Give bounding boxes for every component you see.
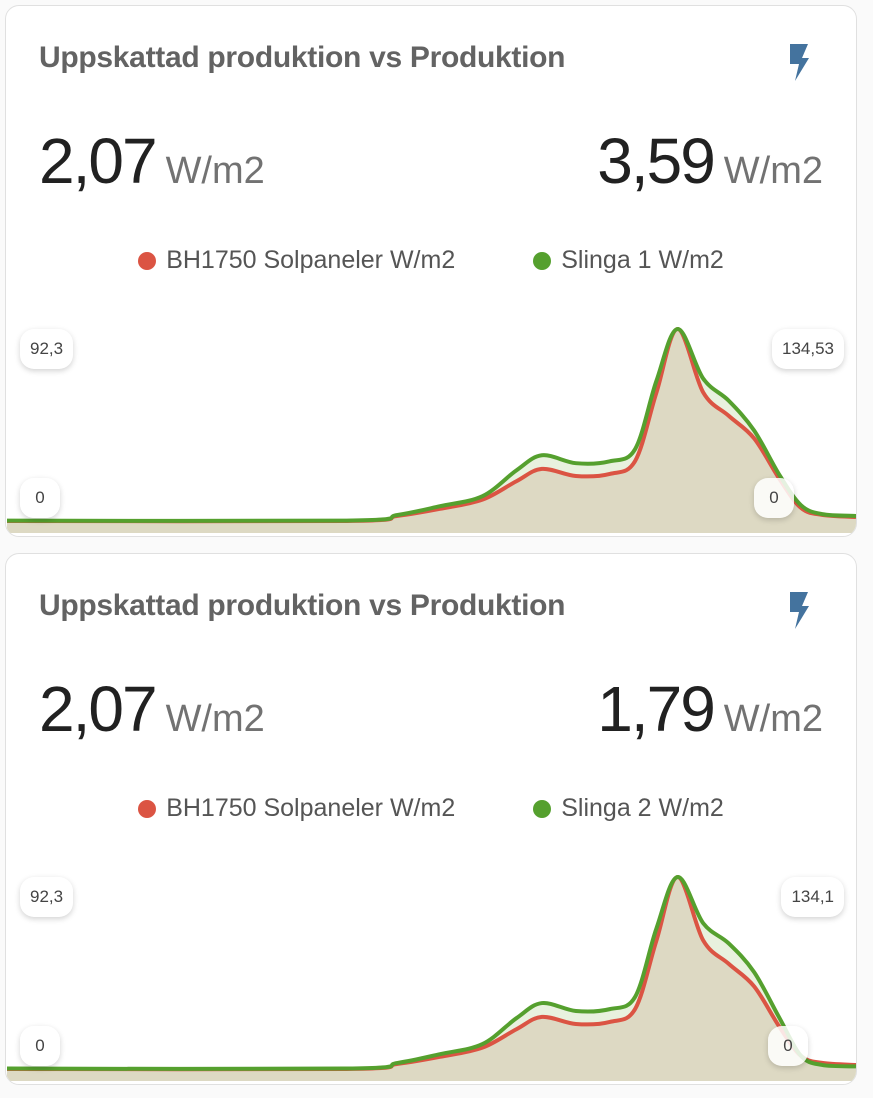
legend: BH1750 Solpaneler W/m2 Slinga 2 W/m2 [6, 794, 856, 823]
value-number: 3,59 [597, 125, 716, 197]
legend-item-red[interactable]: BH1750 Solpaneler W/m2 [138, 246, 455, 275]
legend-label: Slinga 2 W/m2 [561, 794, 724, 822]
right-axis-min-label: 0 [754, 478, 794, 518]
sensor-graph-card[interactable]: Uppskattad produktion vs Produktion 2,07… [5, 553, 857, 1085]
right-axis-max-label: 134,1 [781, 877, 844, 917]
primary-value: 2,07 W/m2 [39, 672, 265, 746]
card-title: Uppskattad produktion vs Produktion [39, 41, 566, 74]
legend-label: Slinga 1 W/m2 [561, 246, 724, 274]
legend-label: BH1750 Solpaneler W/m2 [166, 246, 456, 274]
value-number: 2,07 [39, 673, 158, 745]
value-number: 2,07 [39, 125, 158, 197]
legend-item-green[interactable]: Slinga 1 W/m2 [533, 246, 724, 275]
legend-dot [138, 799, 157, 818]
value-number: 1,79 [597, 673, 716, 745]
chart[interactable] [6, 321, 856, 536]
secondary-value: 1,79 W/m2 [597, 672, 823, 746]
primary-value: 2,07 W/m2 [39, 124, 265, 198]
right-axis-min-label: 0 [768, 1026, 808, 1066]
left-axis-max-label: 92,3 [20, 877, 74, 917]
green-series-line [6, 327, 856, 523]
secondary-value: 3,59 W/m2 [597, 124, 823, 198]
chart[interactable] [6, 869, 856, 1084]
flash-icon [790, 44, 809, 81]
legend-dot [533, 251, 552, 270]
legend-dot [138, 251, 157, 270]
red-series-area [7, 877, 856, 1081]
value-unit: W/m2 [723, 150, 823, 192]
legend-dot [533, 799, 552, 818]
red-series-area [7, 329, 856, 533]
left-axis-min-label: 0 [20, 1026, 60, 1066]
legend-label: BH1750 Solpaneler W/m2 [166, 794, 456, 822]
value-unit: W/m2 [165, 698, 265, 740]
flash-icon [790, 592, 809, 629]
card-title: Uppskattad produktion vs Produktion [39, 589, 566, 622]
legend: BH1750 Solpaneler W/m2 Slinga 1 W/m2 [6, 246, 856, 275]
value-unit: W/m2 [723, 698, 823, 740]
legend-item-green[interactable]: Slinga 2 W/m2 [533, 794, 724, 823]
sensor-graph-card[interactable]: Uppskattad produktion vs Produktion 2,07… [5, 5, 857, 537]
right-axis-max-label: 134,53 [772, 329, 844, 369]
left-axis-min-label: 0 [20, 478, 60, 518]
value-unit: W/m2 [165, 150, 265, 192]
legend-item-red[interactable]: BH1750 Solpaneler W/m2 [138, 794, 455, 823]
left-axis-max-label: 92,3 [20, 329, 74, 369]
green-series-line [6, 875, 856, 1071]
